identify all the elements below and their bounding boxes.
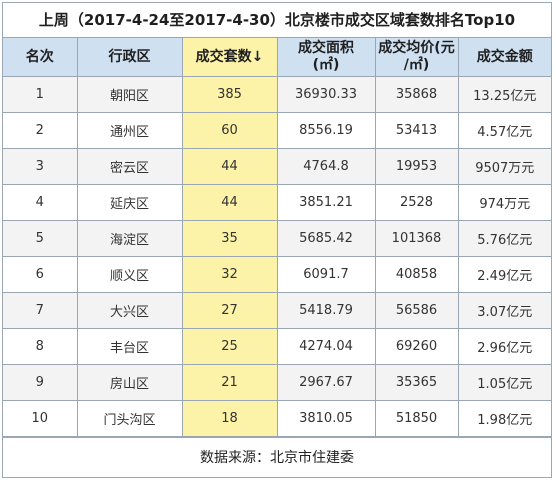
cell-district: 海淀区 xyxy=(76,220,183,257)
cell-district: 延庆区 xyxy=(76,184,183,221)
cell-district: 通州区 xyxy=(76,112,183,149)
cell-units: 21 xyxy=(181,364,278,401)
cell-area: 5685.42 xyxy=(276,220,376,257)
table-row: 10 门头沟区 18 3810.05 51850 1.98亿元 xyxy=(3,400,551,437)
header-rank: 名次 xyxy=(3,38,78,77)
cell-district: 门头沟区 xyxy=(76,400,183,437)
cell-area: 2967.67 xyxy=(276,364,376,401)
cell-area: 36930.33 xyxy=(276,76,376,113)
header-amount: 成交金额 xyxy=(457,38,551,77)
cell-amount: 974万元 xyxy=(457,184,551,221)
cell-area: 4274.04 xyxy=(276,328,376,365)
cell-price: 56586 xyxy=(374,292,459,329)
cell-price: 35868 xyxy=(374,76,459,113)
cell-area: 5418.79 xyxy=(276,292,376,329)
cell-units: 385 xyxy=(181,76,278,113)
table-row: 4 延庆区 44 3851.21 2528 974万元 xyxy=(3,184,551,221)
cell-units: 25 xyxy=(181,328,278,365)
cell-units: 27 xyxy=(181,292,278,329)
cell-price: 51850 xyxy=(374,400,459,437)
cell-amount: 2.96亿元 xyxy=(457,328,551,365)
header-price: 成交均价(元 /㎡) xyxy=(374,38,459,77)
cell-district: 顺义区 xyxy=(76,256,183,293)
cell-rank: 10 xyxy=(3,400,78,437)
cell-rank: 1 xyxy=(3,76,78,113)
cell-price: 19953 xyxy=(374,148,459,185)
table-header-row: 名次 行政区 成交套数↓ 成交面积 (㎡) 成交均价(元 /㎡) 成交金额 xyxy=(3,38,551,77)
cell-rank: 8 xyxy=(3,328,78,365)
table-title: 上周（2017-4-24至2017-4-30）北京楼市成交区域套数排名Top10 xyxy=(3,3,551,38)
cell-district: 朝阳区 xyxy=(76,76,183,113)
cell-price: 69260 xyxy=(374,328,459,365)
cell-units: 44 xyxy=(181,148,278,185)
cell-units: 44 xyxy=(181,184,278,221)
data-source-note: 数据来源：北京市住建委 xyxy=(3,437,551,478)
cell-units: 35 xyxy=(181,220,278,257)
cell-amount: 4.57亿元 xyxy=(457,112,551,149)
cell-district: 密云区 xyxy=(76,148,183,185)
cell-district: 大兴区 xyxy=(76,292,183,329)
cell-district: 房山区 xyxy=(76,364,183,401)
table-row: 6 顺义区 32 6091.7 40858 2.49亿元 xyxy=(3,256,551,293)
cell-units: 32 xyxy=(181,256,278,293)
cell-rank: 7 xyxy=(3,292,78,329)
cell-district: 丰台区 xyxy=(76,328,183,365)
cell-price: 53413 xyxy=(374,112,459,149)
cell-amount: 1.98亿元 xyxy=(457,400,551,437)
cell-area: 4764.8 xyxy=(276,148,376,185)
cell-rank: 6 xyxy=(3,256,78,293)
table-row: 8 丰台区 25 4274.04 69260 2.96亿元 xyxy=(3,328,551,365)
cell-units: 60 xyxy=(181,112,278,149)
cell-price: 101368 xyxy=(374,220,459,257)
cell-area: 8556.19 xyxy=(276,112,376,149)
cell-amount: 1.05亿元 xyxy=(457,364,551,401)
table-row: 2 通州区 60 8556.19 53413 4.57亿元 xyxy=(3,112,551,149)
cell-rank: 3 xyxy=(3,148,78,185)
cell-rank: 4 xyxy=(3,184,78,221)
table-row: 9 房山区 21 2967.67 35365 1.05亿元 xyxy=(3,364,551,401)
cell-price: 40858 xyxy=(374,256,459,293)
cell-rank: 2 xyxy=(3,112,78,149)
cell-area: 6091.7 xyxy=(276,256,376,293)
cell-price: 2528 xyxy=(374,184,459,221)
cell-rank: 9 xyxy=(3,364,78,401)
table-row: 7 大兴区 27 5418.79 56586 3.07亿元 xyxy=(3,292,551,329)
cell-amount: 9507万元 xyxy=(457,148,551,185)
cell-amount: 5.76亿元 xyxy=(457,220,551,257)
cell-area: 3851.21 xyxy=(276,184,376,221)
cell-area: 3810.05 xyxy=(276,400,376,437)
table-body: 1 朝阳区 385 36930.33 35868 13.25亿元 2 通州区 60 8556.19… xyxy=(3,76,551,437)
cell-rank: 5 xyxy=(3,220,78,257)
header-units-sorted[interactable]: 成交套数↓ xyxy=(181,38,278,77)
cell-amount: 2.49亿元 xyxy=(457,256,551,293)
cell-price: 35365 xyxy=(374,364,459,401)
table-row: 3 密云区 44 4764.8 19953 9507万元 xyxy=(3,148,551,185)
ranking-table-card: 上周（2017-4-24至2017-4-30）北京楼市成交区域套数排名Top10… xyxy=(2,2,552,478)
table-row: 5 海淀区 35 5685.42 101368 5.76亿元 xyxy=(3,220,551,257)
cell-amount: 13.25亿元 xyxy=(457,76,551,113)
header-district: 行政区 xyxy=(76,38,183,77)
cell-units: 18 xyxy=(181,400,278,437)
table-row: 1 朝阳区 385 36930.33 35868 13.25亿元 xyxy=(3,76,551,113)
cell-amount: 3.07亿元 xyxy=(457,292,551,329)
header-area: 成交面积 (㎡) xyxy=(276,38,376,77)
